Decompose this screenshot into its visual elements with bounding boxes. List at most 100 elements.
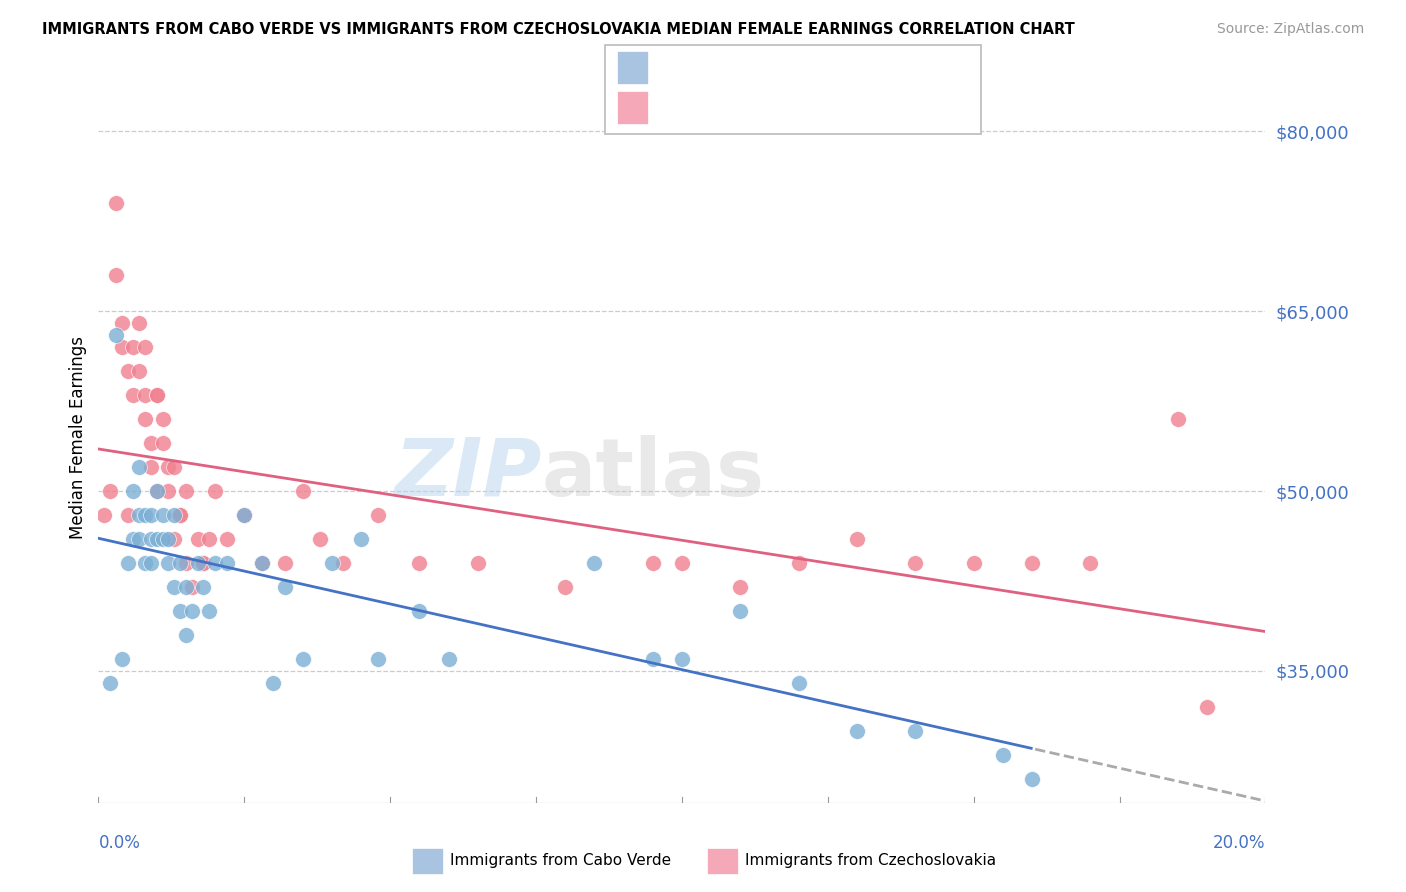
Point [128, 460, 150, 475]
Point [350, 532, 373, 546]
Text: 51: 51 [820, 59, 842, 77]
Point [274, 556, 297, 570]
Point [152, 508, 174, 522]
Point [233, 508, 256, 522]
Point [104, 268, 127, 283]
Point [728, 604, 751, 618]
Point [291, 652, 314, 666]
Point [128, 508, 150, 522]
Point [204, 556, 226, 570]
Point [1021, 772, 1043, 786]
Point [274, 580, 297, 594]
Point [146, 388, 169, 402]
Point [134, 388, 156, 402]
Point [187, 556, 209, 570]
Point [671, 652, 693, 666]
Text: -0.258: -0.258 [699, 59, 758, 77]
Point [128, 364, 150, 378]
Point [180, 604, 202, 618]
Point [991, 747, 1014, 762]
Point [163, 580, 186, 594]
Point [117, 556, 139, 570]
Point [262, 676, 284, 690]
Point [163, 460, 186, 475]
Point [111, 652, 134, 666]
Point [180, 580, 202, 594]
Point [157, 556, 180, 570]
Point [332, 556, 354, 570]
Point [641, 556, 664, 570]
Point [117, 508, 139, 522]
Point [111, 340, 134, 354]
Point [309, 532, 332, 546]
Point [291, 483, 314, 498]
Point [367, 652, 389, 666]
Text: N =: N = [778, 59, 814, 77]
Text: 59: 59 [820, 99, 842, 117]
Point [250, 556, 273, 570]
Point [157, 483, 180, 498]
Point [1021, 556, 1043, 570]
Text: 20.0%: 20.0% [1213, 834, 1265, 852]
Text: 0.0%: 0.0% [98, 834, 141, 852]
Point [250, 556, 273, 570]
Point [111, 316, 134, 330]
Point [128, 532, 150, 546]
Point [139, 436, 162, 450]
Point [187, 532, 209, 546]
Text: Source: ZipAtlas.com: Source: ZipAtlas.com [1216, 22, 1364, 37]
Point [367, 508, 389, 522]
Point [134, 508, 156, 522]
Point [1080, 556, 1102, 570]
Point [671, 556, 693, 570]
Text: atlas: atlas [541, 434, 765, 513]
Point [169, 556, 191, 570]
Point [1167, 412, 1189, 426]
Point [193, 556, 215, 570]
Point [122, 340, 145, 354]
Point [787, 556, 810, 570]
Point [728, 580, 751, 594]
Point [122, 483, 145, 498]
Point [1195, 699, 1218, 714]
Point [169, 508, 191, 522]
Point [845, 723, 868, 738]
Point [146, 483, 169, 498]
Point [204, 483, 226, 498]
Point [152, 436, 174, 450]
Text: ZIP: ZIP [395, 434, 541, 513]
Point [845, 532, 868, 546]
Point [174, 580, 197, 594]
Point [98, 676, 121, 690]
Point [128, 316, 150, 330]
Point [93, 508, 115, 522]
Point [146, 532, 169, 546]
Point [198, 604, 221, 618]
Point [193, 580, 215, 594]
Point [437, 652, 460, 666]
Point [641, 652, 664, 666]
Point [904, 556, 927, 570]
Point [467, 556, 489, 570]
Point [117, 364, 139, 378]
Point [215, 556, 238, 570]
Point [174, 556, 197, 570]
Point [104, 328, 127, 343]
Point [174, 628, 197, 642]
Point [904, 723, 927, 738]
Text: 0.052: 0.052 [699, 99, 751, 117]
Point [163, 532, 186, 546]
Point [134, 556, 156, 570]
Point [215, 532, 238, 546]
Point [962, 556, 984, 570]
Point [554, 580, 576, 594]
Point [139, 508, 162, 522]
Point [198, 532, 221, 546]
Point [139, 556, 162, 570]
Point [583, 556, 606, 570]
Point [169, 508, 191, 522]
Point [787, 676, 810, 690]
Point [157, 460, 180, 475]
Point [122, 532, 145, 546]
Point [157, 532, 180, 546]
